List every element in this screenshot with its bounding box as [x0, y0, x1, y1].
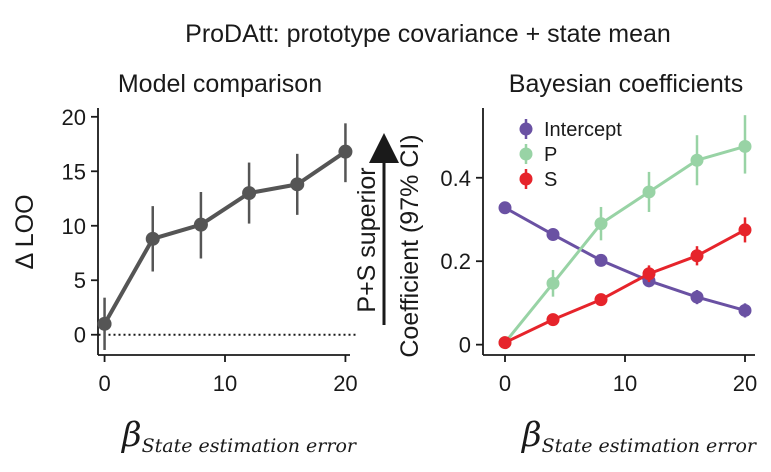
right-series-s-point [546, 313, 560, 327]
right-legend-intercept-label: Intercept [544, 119, 622, 141]
left-series-loo-point [290, 177, 305, 192]
left-x-tick-label: 0 [98, 371, 110, 396]
right-series-s-point [642, 267, 656, 281]
right-series-s-point [738, 223, 752, 237]
right-x-axis-subscript: State estimation error [542, 435, 758, 457]
left-series-loo-point [97, 316, 112, 331]
right-series-p-point [642, 185, 656, 199]
left-y-tick-label: 0 [74, 323, 86, 348]
left-series-loo-line [102, 150, 347, 325]
right-series-intercept-point [738, 303, 752, 317]
right-legend-intercept-marker [519, 122, 533, 136]
right-series-intercept-point [690, 290, 704, 304]
right-x-axis-beta: β [520, 415, 542, 455]
right-series-s-point [498, 336, 512, 350]
right-series-p-point [738, 139, 752, 153]
superiority-annotation: P+S superior [353, 133, 399, 325]
right-x-tick-label: 10 [613, 371, 637, 396]
figure-title: ProDAtt: prototype covariance + state me… [185, 20, 671, 48]
right-legend-p-label: P [544, 144, 557, 166]
right-series-s-point [594, 293, 608, 307]
right-series-p-line [503, 145, 746, 344]
right-legend-p-marker [519, 147, 533, 161]
left-series-loo-point [145, 231, 160, 246]
right-x-axis-label: βState estimation error [520, 415, 758, 457]
right-series-intercept-point [546, 228, 560, 242]
right-y-tick-label: 0.2 [440, 249, 471, 274]
left-x-axis-beta: β [120, 415, 142, 455]
right-y-axis-label: Coefficient (97% CI) [396, 134, 424, 357]
right-x-tick-label: 20 [733, 371, 757, 396]
left-y-tick-label: 15 [62, 159, 86, 184]
left-y-tick-label: 5 [74, 268, 86, 293]
superiority-label: P+S superior [353, 167, 381, 312]
left-x-axis-label: βState estimation error [120, 415, 358, 457]
right-series-s-line [504, 228, 746, 344]
left-y-tick-label: 10 [62, 214, 86, 239]
left-series-loo-point [242, 186, 257, 201]
right-legend-s-label: S [544, 169, 557, 191]
left-x-tick-label: 10 [213, 371, 237, 396]
left-x-tick-label: 20 [333, 371, 357, 396]
right-series-intercept-line [504, 206, 746, 312]
left-y-tick-label: 20 [62, 105, 86, 130]
right-series-s-point [690, 249, 704, 263]
right-panel-title: Bayesian coefficients [509, 70, 743, 98]
right-series-p-point [690, 153, 704, 167]
right-series-p-point [594, 217, 608, 231]
left-y-axis-label: Δ LOO [11, 194, 39, 269]
left-series-loo-point [193, 217, 208, 232]
left-panel-title: Model comparison [118, 70, 322, 98]
right-x-tick-label: 0 [499, 371, 511, 396]
bayesian-coefficients-panel: Bayesian coefficients Coefficient (97% C… [396, 70, 758, 457]
right-series-p-point [546, 276, 560, 290]
right-y-tick-label: 0.4 [440, 166, 471, 191]
model-comparison-panel: Model comparison Δ LOO βState estimation… [11, 70, 358, 457]
left-x-axis-subscript: State estimation error [142, 435, 358, 457]
left-series-loo-point [338, 144, 353, 159]
right-series-intercept-point [498, 201, 512, 215]
right-series-intercept-point [594, 253, 608, 267]
right-y-tick-label: 0 [459, 333, 471, 358]
right-legend-s-marker [519, 172, 533, 186]
